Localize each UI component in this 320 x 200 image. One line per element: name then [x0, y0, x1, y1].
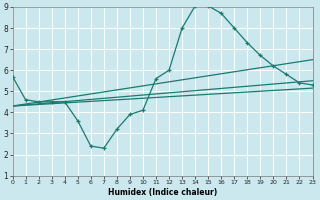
X-axis label: Humidex (Indice chaleur): Humidex (Indice chaleur) — [108, 188, 217, 197]
